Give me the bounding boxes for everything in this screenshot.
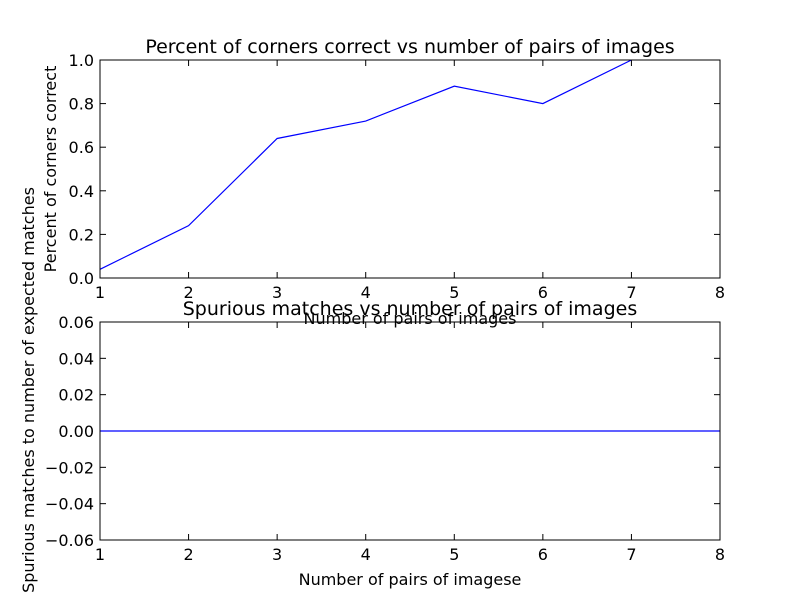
x-tick-label: 8 [715, 545, 725, 564]
y-tick-label: 0.04 [58, 349, 94, 368]
axes-frame [99, 59, 721, 279]
subplot-spurious-matches: Spurious matches vs number of pairs of i… [19, 187, 725, 593]
y-tick-label: 1.0 [69, 51, 94, 70]
x-tick-label: 1 [95, 283, 105, 302]
x-tick-label: 6 [538, 283, 548, 302]
x-tick-label: 4 [361, 283, 371, 302]
x-tick-label: 2 [183, 283, 193, 302]
series-line [99, 59, 632, 270]
y-tick-label: 0.2 [69, 225, 94, 244]
x-tick-label: 7 [626, 283, 636, 302]
y-tick-label: −0.06 [45, 531, 94, 550]
x-tick-label: 3 [272, 545, 282, 564]
axes-frame [99, 321, 721, 541]
x-tick-label: 3 [272, 283, 282, 302]
x-tick-label: 6 [538, 545, 548, 564]
chart-title: Spurious matches vs number of pairs of i… [183, 298, 637, 320]
x-tick-label: 4 [361, 545, 371, 564]
y-tick-label: 0.00 [58, 422, 94, 441]
x-tick-label: 8 [715, 283, 725, 302]
x-axis-label: Number of pairs of images [304, 309, 517, 328]
x-tick-label: 7 [626, 545, 636, 564]
y-tick-label: 0.4 [69, 182, 94, 201]
x-tick-label: 5 [449, 283, 459, 302]
subplot-corners-correct: Percent of corners correct vs number of … [41, 36, 725, 328]
y-tick-label: −0.02 [45, 458, 94, 477]
x-tick-label: 2 [183, 545, 193, 564]
y-tick-labels: −0.06 −0.04 −0.02 0.00 0.02 0.04 0.06 [45, 313, 720, 550]
y-tick-label: 0.06 [58, 313, 94, 332]
x-tick-label: 5 [449, 545, 459, 564]
y-tick-label: 0.0 [69, 269, 94, 288]
chart-title: Percent of corners correct vs number of … [145, 36, 674, 58]
y-tick-label: 0.02 [58, 386, 94, 405]
y-axis-label: Spurious matches to number of expected m… [19, 187, 38, 593]
y-tick-label: 0.8 [69, 95, 94, 114]
x-tick-labels: 1 2 3 4 5 6 7 8 [95, 322, 725, 564]
y-tick-label: 0.6 [69, 138, 94, 157]
x-tick-labels: 1 2 3 4 5 6 7 8 [95, 60, 725, 302]
y-tick-labels: 0.0 0.2 0.4 0.6 0.8 1.0 [69, 51, 720, 288]
x-axis-label: Number of pairs of imagese [299, 570, 522, 589]
x-tick-label: 1 [95, 545, 105, 564]
y-tick-label: −0.04 [45, 495, 94, 514]
y-axis-label: Percent of corners correct [41, 66, 60, 273]
